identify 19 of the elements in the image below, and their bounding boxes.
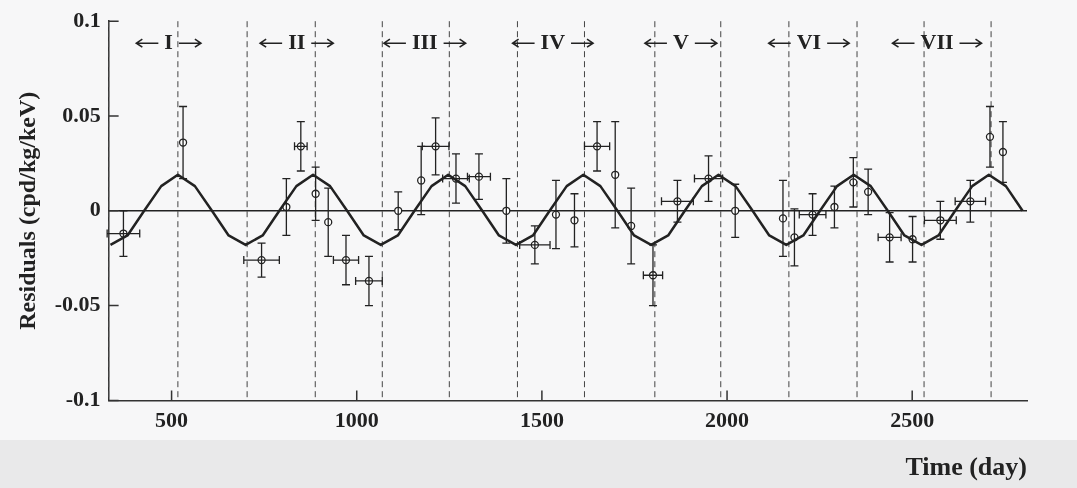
annotation: VI [796, 28, 822, 54]
annotation: VII [920, 28, 954, 54]
annotation: IV [540, 28, 566, 54]
y-tick-label: -0.05 [54, 291, 101, 317]
annotation: III [411, 28, 438, 54]
x-axis-title: Time (day) [905, 452, 1027, 482]
annotation: I [164, 28, 173, 54]
y-axis-title: Residuals (cpd/kg/keV) [13, 91, 40, 330]
x-tick-label: 1000 [334, 407, 379, 433]
x-tick-label: 2500 [890, 407, 935, 433]
y-tick-label: -0.1 [65, 386, 101, 412]
annotation: II [288, 28, 306, 54]
x-tick-label: 2000 [705, 407, 750, 433]
x-tick-label: 500 [155, 407, 189, 433]
x-tick-label: 1500 [519, 407, 564, 433]
y-tick-label: 0.1 [73, 6, 101, 32]
y-tick-label: 0 [89, 196, 101, 222]
y-tick-label: 0.05 [62, 101, 101, 127]
annotation: V [672, 28, 689, 54]
